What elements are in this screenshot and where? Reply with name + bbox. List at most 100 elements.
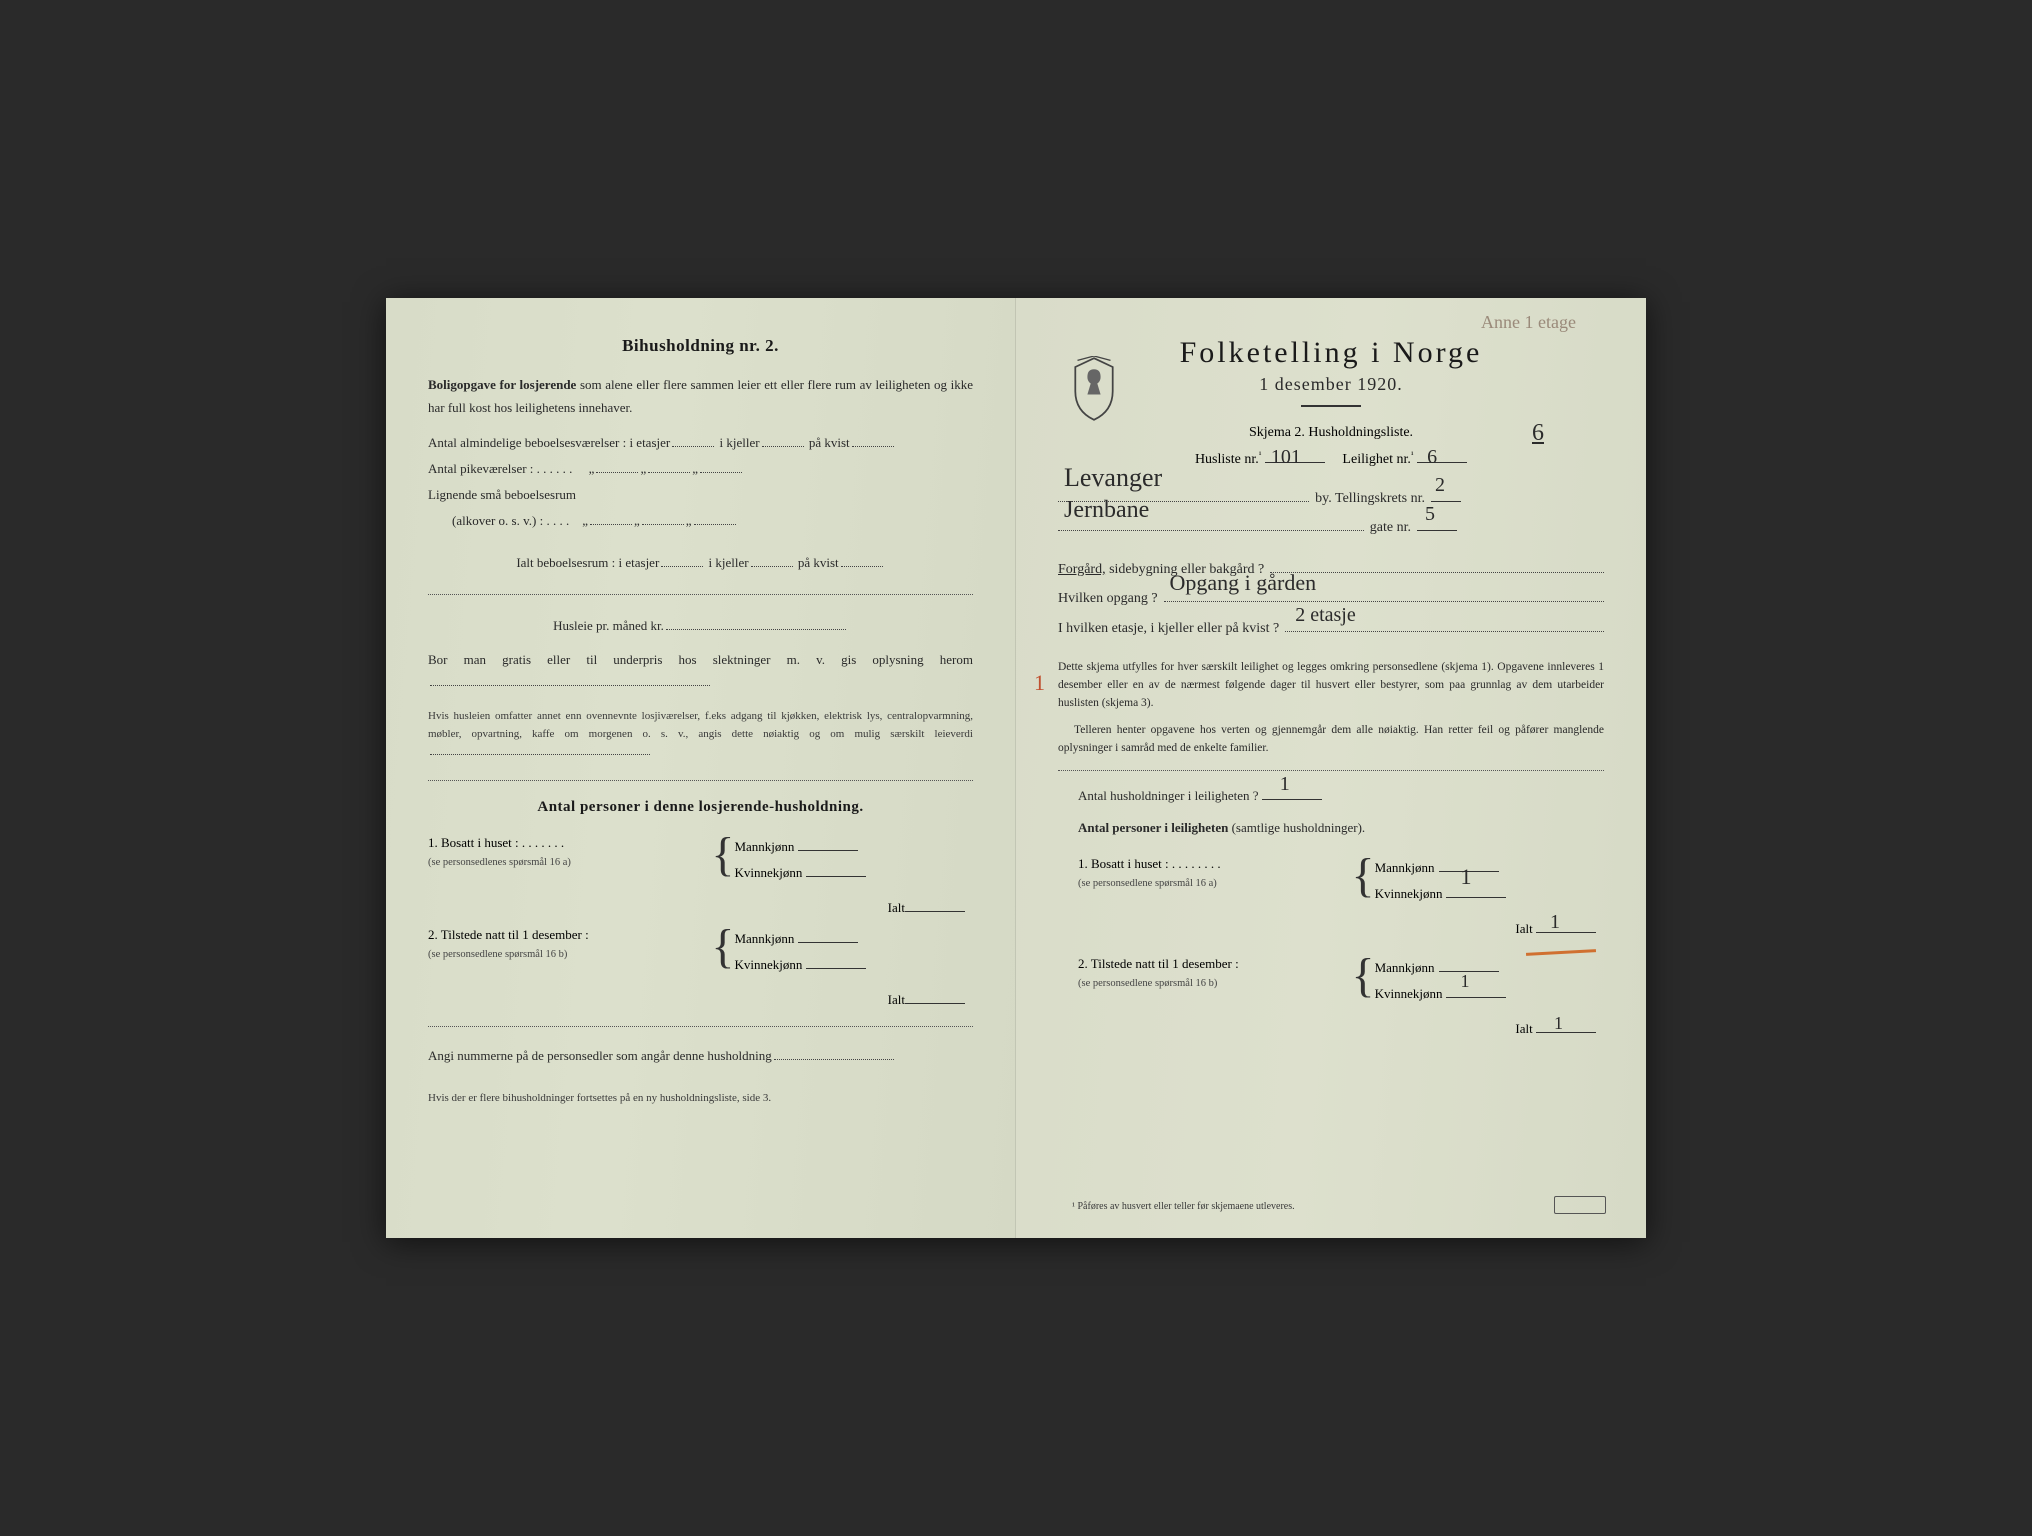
persons-title: Antal personer i denne losjerende-hushol… (428, 799, 973, 816)
label-opgang: Hvilken opgang ? (1058, 584, 1158, 613)
row-antal-pike: Antal pikeværelser : . . . . . . „„„ (428, 456, 973, 482)
divider (428, 594, 973, 595)
label-antal-pers-bold: Antal personer i leiligheten (1078, 820, 1228, 835)
person-1-label: 1. Bosatt i huset : . . . . . . . (se pe… (428, 834, 711, 871)
label-leilighet: Leilighet nr. (1342, 452, 1410, 467)
red-margin-mark: 1 (1034, 670, 1045, 696)
divider-2 (428, 780, 973, 781)
p2-text: 2. Tilstede natt til 1 desember : (428, 927, 589, 942)
gender-col-2: Mannkjønn Kvinnekjønn (734, 926, 973, 978)
hw-bosatt-kvinne: 1 (1460, 855, 1471, 899)
person-2-label: 2. Tilstede natt til 1 desember : (se pe… (428, 926, 711, 963)
subtitle: 1 desember 1920. (1058, 374, 1604, 395)
r-person-row-1: 1. Bosatt i huset : . . . . . . . . (se … (1078, 855, 1604, 907)
r-p1-sub: (se personsedlene spørsmål 16 a) (1078, 878, 1217, 889)
document-spread: Bihusholdning nr. 2. Boligopgave for los… (386, 298, 1646, 1238)
divider-r1 (1058, 770, 1604, 771)
label-antal-alm: Antal almindelige beboelsesværelser : i … (428, 435, 670, 450)
label-angi: Angi nummerne på de personsedler som ang… (428, 1048, 772, 1063)
label-antal-pike: Antal pikeværelser : . . . . . . (428, 461, 572, 476)
etasje-line: I hvilken etasje, i kjeller eller på kvi… (1058, 614, 1604, 643)
r-gender-col-2: Mannkjønn Kvinnekjønn 1 (1375, 955, 1604, 1007)
r-p2-sub: (se personsedlene spørsmål 16 b) (1078, 978, 1217, 989)
r-brace-1: { (1352, 855, 1375, 895)
brace-icon-2: { (711, 926, 734, 966)
instructions-1: Dette skjema utfylles for hver særskilt … (1058, 659, 1604, 712)
antal-hush-line: Antal husholdninger i leiligheten ? 1 (1078, 783, 1604, 809)
label-antal-pers-rest: (samtlige husholdninger). (1228, 820, 1365, 835)
instructions-2: Telleren henter opgavene hos verten og g… (1058, 722, 1604, 758)
label-kvinne: Kvinnekjønn (734, 865, 802, 880)
p2-sub: (se personsedlene spørsmål 16 b) (428, 949, 567, 960)
right-page: Anne 1 etage Folketelling i Norge 1 dese… (1016, 298, 1646, 1238)
pencil-annotation: Anne 1 etage (1481, 312, 1576, 333)
hw-gate-name: Jernbane (1064, 485, 1149, 535)
label-antal-hush: Antal husholdninger i leiligheten ? (1078, 788, 1259, 803)
skjema-line: Skjema 2. Husholdningsliste. 6 (1058, 425, 1604, 441)
coat-of-arms-icon (1066, 356, 1122, 422)
row-lignende: Lignende små beboelsesrum (alkover o. s.… (428, 482, 973, 534)
skjema-text: Skjema 2. Husholdningsliste. (1249, 425, 1413, 440)
gate-line: Jernbane gate nr. 5 (1058, 513, 1604, 542)
r-label-kvinne-2: Kvinnekjønn (1375, 986, 1443, 1001)
label-paakvist: på kvist (809, 435, 850, 450)
r-label-ialt: Ialt (1515, 921, 1532, 936)
label-hvis-husleien: Hvis husleien omfatter annet enn ovennev… (428, 710, 973, 740)
gender-col-1: Mannkjønn Kvinnekjønn (734, 834, 973, 886)
persons-block-right: 1. Bosatt i huset : . . . . . . . . (se … (1078, 855, 1604, 1037)
hw-husholdningsliste-no: 6 (1532, 420, 1544, 447)
persons-block-left: 1. Bosatt i huset : . . . . . . . (se pe… (428, 834, 973, 1008)
intro-bold: Boligopgave for losjerende (428, 377, 576, 392)
intro-paragraph: Boligopgave for losjerende som alene ell… (428, 374, 973, 420)
ialt-1: Ialt (428, 898, 973, 916)
r-p2-text: 2. Tilstede natt til 1 desember : (1078, 956, 1239, 971)
p1-sub: (se personsedlenes spørsmål 16 a) (428, 857, 571, 868)
hw-gate-no: 5 (1425, 493, 1435, 535)
label-lignende2: (alkover o. s. v.) : . . . . (452, 513, 569, 528)
left-page: Bihusholdning nr. 2. Boligopgave for los… (386, 298, 1016, 1238)
hw-husliste-no: 101 (1271, 446, 1301, 469)
r-label-ialt-2: Ialt (1515, 1021, 1532, 1036)
label-gate: gate nr. (1370, 513, 1411, 542)
row-angi: Angi nummerne på de personsedler som ang… (428, 1045, 973, 1068)
hw-bosatt-ialt: 1 (1550, 911, 1560, 934)
label-ialt-beboelse: Ialt beboelsesrum : i etasjer (516, 555, 659, 570)
hw-opgang: Opgang i gården (1170, 560, 1317, 606)
label-ikjeller: i kjeller (719, 435, 759, 450)
main-title: Folketelling i Norge (1058, 336, 1604, 370)
label-husleie: Husleie pr. måned kr. (553, 618, 664, 633)
person-row-2: 2. Tilstede natt til 1 desember : (se pe… (428, 926, 973, 978)
row-antal-alm: Antal almindelige beboelsesværelser : i … (428, 430, 973, 456)
label-ikjeller-2: i kjeller (709, 555, 749, 570)
p1-text: 1. Bosatt i huset : . . . . . . . (428, 835, 564, 850)
label-mann: Mannkjønn (734, 839, 794, 854)
divider-3 (428, 1026, 973, 1027)
r-gender-col-1: Mannkjønn Kvinnekjønn1 (1375, 855, 1604, 907)
r-person-2-label: 2. Tilstede natt til 1 desember : (se pe… (1078, 955, 1352, 992)
right-header: Folketelling i Norge 1 desember 1920. (1058, 336, 1604, 407)
bottom-note: Hvis der er flere bihusholdninger fortse… (428, 1090, 973, 1108)
label-husliste: Husliste nr. (1195, 452, 1259, 467)
hw-etasje: 2 etasje (1295, 594, 1356, 636)
label-kvinne-2: Kvinnekjønn (734, 957, 802, 972)
r-label-mann-2: Mannkjønn (1375, 960, 1435, 975)
footnote: ¹ Påføres av husvert eller teller før sk… (1072, 1201, 1295, 1212)
r-label-mann: Mannkjønn (1375, 860, 1435, 875)
label-by: by. Tellingskrets nr. (1315, 484, 1425, 513)
hw-tilstede-kvinne: 1 (1460, 963, 1469, 999)
r-brace-2: { (1352, 955, 1375, 995)
left-section-title: Bihusholdning nr. 2. (428, 336, 973, 356)
person-row-1: 1. Bosatt i huset : . . . . . . . (se pe… (428, 834, 973, 886)
label-ialt-2: Ialt (888, 992, 905, 1007)
row-hvis-husleien: Hvis husleien omfatter annet enn ovennev… (428, 708, 973, 762)
label-lignende1: Lignende små beboelsesrum (428, 487, 576, 502)
label-mann-2: Mannkjønn (734, 931, 794, 946)
hw-antal-hush: 1 (1280, 764, 1290, 804)
label-ialt: Ialt (888, 900, 905, 915)
r-person-row-2: 2. Tilstede natt til 1 desember : (se pe… (1078, 955, 1604, 1007)
r-person-1-label: 1. Bosatt i huset : . . . . . . . . (se … (1078, 855, 1352, 892)
row-ialt-beboelse: Ialt beboelsesrum : i etasjer i kjeller … (428, 550, 973, 576)
antal-pers-line: Antal personer i leiligheten (samtlige h… (1078, 815, 1604, 841)
hw-tellingskrets: 2 (1435, 464, 1445, 506)
hw-tilstede-ialt: 1 (1554, 1013, 1563, 1034)
